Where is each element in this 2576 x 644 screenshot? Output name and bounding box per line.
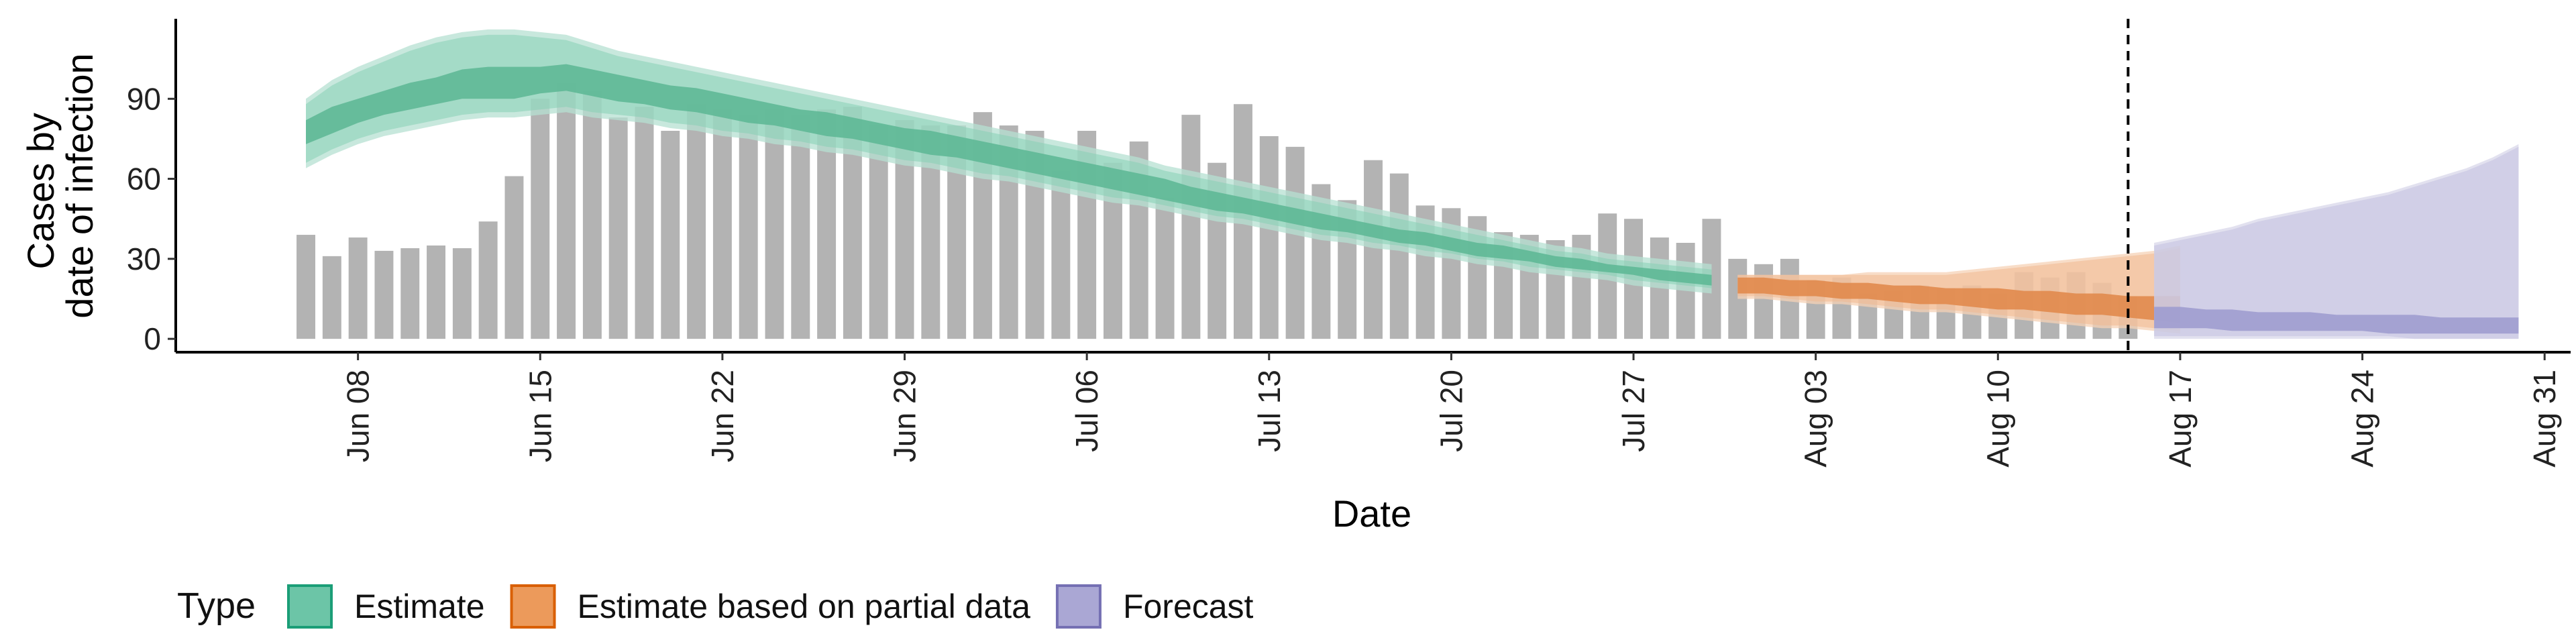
x-tick-label: Jul 06: [1069, 370, 1104, 452]
forecast-mid-band: [2154, 146, 2519, 339]
legend-swatch: [510, 584, 556, 629]
case-bar: [608, 117, 628, 339]
axes: 0 30 60 90 Jun 08 Jun 15 Jun 22 Jun 29 Jul 06 Jul…: [127, 19, 2571, 468]
x-tick-label: Jun 15: [523, 370, 557, 462]
case-bar: [661, 130, 680, 339]
legend-swatch: [1055, 584, 1102, 629]
x-tick-label: Aug 31: [2527, 370, 2562, 468]
legend-label: Forecast: [1123, 588, 1254, 625]
partial-estimate-inner-band: [1737, 277, 2180, 323]
forecast-inner-band: [2154, 307, 2519, 334]
plot-area: [297, 19, 2519, 352]
x-tick-label: Jun 22: [705, 370, 740, 462]
case-bar: [557, 83, 576, 339]
case-bar: [297, 235, 315, 339]
case-bar: [427, 245, 446, 339]
y-axis-title-line-2: date of infection: [58, 53, 101, 318]
case-bar: [322, 256, 341, 339]
case-bar: [1285, 146, 1305, 339]
x-tick-label: Aug 03: [1799, 370, 1833, 468]
y-axis-title-line-1: Cases by: [19, 113, 62, 269]
case-bar: [1051, 170, 1071, 339]
x-tick-label: Aug 24: [2345, 370, 2380, 468]
case-bar: [635, 107, 654, 339]
legend-label: Estimate based on partial data: [578, 588, 1031, 625]
legend-label: Estimate: [354, 588, 485, 625]
case-bar: [400, 248, 420, 339]
y-tick-label: 0: [144, 321, 161, 356]
estimate-inner-band: [306, 64, 1712, 286]
case-bar: [348, 237, 368, 339]
case-bar: [687, 104, 706, 339]
y-tick-label: 90: [127, 81, 161, 116]
case-bar: [1181, 115, 1201, 339]
y-tick-label: 60: [127, 162, 161, 197]
case-bar: [765, 109, 784, 339]
case-bar: [504, 176, 524, 339]
case-bar: [1389, 173, 1409, 339]
x-tick-label: Jul 20: [1434, 370, 1468, 452]
case-bar: [1155, 197, 1175, 339]
case-bar: [374, 250, 394, 339]
x-tick-label: Jul 27: [1616, 370, 1651, 452]
legend: Type Estimate Estimate based on partial da…: [177, 584, 1254, 629]
case-bar: [739, 115, 758, 339]
x-tick-label: Jun 08: [341, 370, 376, 462]
case-bar: [791, 115, 810, 339]
x-tick-label: Aug 17: [2163, 370, 2198, 468]
case-bar: [1364, 160, 1383, 339]
legend-swatch: [287, 584, 333, 629]
y-tick-label: 30: [127, 241, 161, 276]
legend-title: Type: [177, 586, 256, 626]
case-bar: [582, 91, 602, 339]
x-tick-label: Jun 29: [888, 370, 922, 462]
x-tick-label: Aug 10: [1980, 370, 2015, 468]
x-tick-label: Jul 13: [1252, 370, 1287, 452]
case-bar: [452, 248, 472, 339]
y-axis-title: Cases by date of infection: [19, 53, 101, 318]
case-bar: [712, 109, 732, 339]
case-bar: [1259, 136, 1279, 339]
x-axis-title: Date: [1332, 492, 1411, 535]
case-bar: [531, 99, 550, 339]
case-bar: [478, 221, 498, 339]
